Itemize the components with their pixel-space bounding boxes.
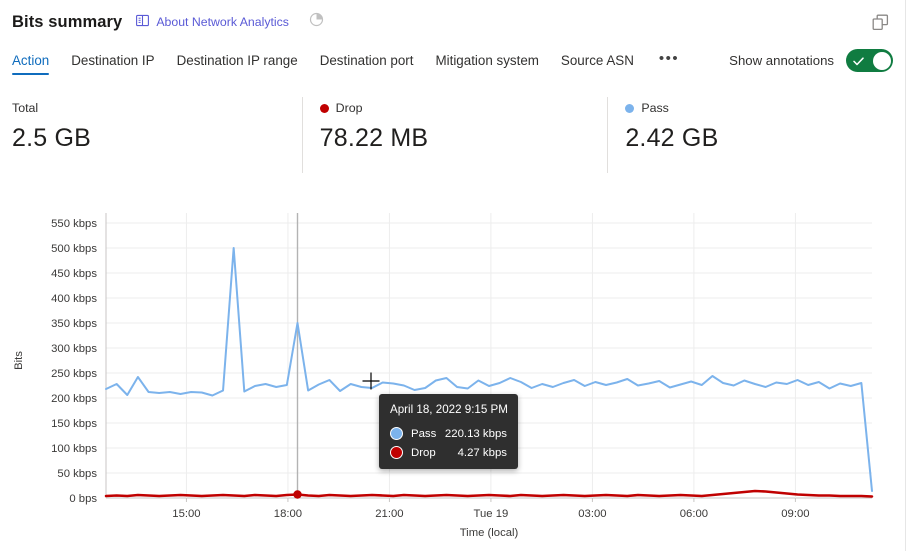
about-link-label: About Network Analytics — [156, 15, 289, 29]
stat-total-value: 2.5 GB — [12, 124, 92, 152]
tab-mitigation-system[interactable]: Mitigation system — [435, 53, 539, 68]
tab-overflow-button[interactable]: ••• — [658, 50, 680, 67]
book-icon — [136, 14, 150, 30]
tooltip-pass-value: 220.13 kbps — [444, 427, 507, 440]
stat-drop-head: Drop — [319, 97, 608, 119]
svg-text:Bits: Bits — [13, 351, 25, 370]
tooltip-pass-name: Pass — [411, 427, 437, 440]
stat-pass-label: Pass — [641, 101, 669, 115]
tooltip-drop-name: Drop — [411, 446, 436, 459]
svg-text:450 kbps: 450 kbps — [51, 268, 97, 280]
tab-destination-ip[interactable]: Destination IP — [71, 53, 155, 68]
svg-text:150 kbps: 150 kbps — [51, 418, 97, 430]
svg-text:15:00: 15:00 — [172, 508, 200, 520]
svg-text:550 kbps: 550 kbps — [51, 218, 97, 230]
chart-tooltip: April 18, 2022 9:15 PM Pass 220.13 kbps … — [379, 394, 518, 469]
svg-text:50 kbps: 50 kbps — [57, 468, 97, 480]
show-annotations-control: Show annotations — [729, 49, 893, 72]
tooltip-row-pass: Pass 220.13 kbps — [390, 427, 507, 440]
svg-text:09:00: 09:00 — [781, 508, 809, 520]
svg-text:250 kbps: 250 kbps — [51, 368, 97, 380]
check-icon — [853, 54, 864, 72]
pass-legend-dot — [625, 103, 635, 113]
tooltip-row-drop: Drop 4.27 kbps — [390, 446, 507, 459]
popout-window-button[interactable] — [869, 11, 891, 33]
pie-chart-icon[interactable] — [309, 12, 324, 32]
tab-destination-port[interactable]: Destination port — [319, 53, 414, 68]
panel-header: Bits summary About Network Analytics — [12, 12, 324, 32]
tab-destination-ip-range[interactable]: Destination IP range — [176, 53, 298, 68]
stat-drop-value: 78.22 MB — [319, 124, 429, 152]
stat-card-pass: Pass 2.42 GB — [607, 97, 905, 173]
stat-total-label: Total — [12, 101, 39, 115]
show-annotations-toggle[interactable] — [846, 49, 893, 72]
drop-legend-dot — [319, 103, 329, 113]
stat-card-drop: Drop 78.22 MB — [301, 97, 608, 173]
svg-text:06:00: 06:00 — [680, 508, 708, 520]
tab-source-asn[interactable]: Source ASN — [560, 53, 634, 68]
about-network-analytics-link[interactable]: About Network Analytics — [136, 14, 289, 30]
bits-time-series-chart[interactable]: 550 kbps 500 kbps 450 kbps 400 kbps 350 kbps… — [0, 196, 906, 551]
svg-text:Tue 19: Tue 19 — [474, 508, 509, 520]
stat-card-total: Total 2.5 GB — [0, 97, 302, 173]
tooltip-rows: Pass 220.13 kbps Drop 4.27 kbps — [390, 427, 507, 459]
stat-pass-value: 2.42 GB — [625, 124, 719, 152]
tooltip-drop-dot — [390, 446, 403, 459]
svg-text:350 kbps: 350 kbps — [51, 318, 97, 330]
page-title: Bits summary — [12, 12, 123, 31]
svg-text:200 kbps: 200 kbps — [51, 393, 97, 405]
svg-text:500 kbps: 500 kbps — [51, 243, 97, 255]
svg-text:Time (local): Time (local) — [460, 527, 519, 539]
chart-canvas[interactable]: 550 kbps 500 kbps 450 kbps 400 kbps 350 kbps… — [0, 196, 906, 551]
svg-text:0 bps: 0 bps — [69, 493, 97, 505]
tab-action[interactable]: Action — [12, 53, 60, 75]
show-annotations-label: Show annotations — [729, 53, 834, 68]
svg-text:18:00: 18:00 — [274, 508, 302, 520]
tooltip-drop-value: 4.27 kbps — [457, 446, 507, 459]
tab-list: Action Destination IP Destination IP ran… — [12, 50, 689, 75]
toggle-knob — [872, 51, 891, 70]
summary-stats: Total 2.5 GB Drop 78.22 MB Pass 2.42 GB — [0, 97, 905, 173]
svg-text:300 kbps: 300 kbps — [51, 343, 97, 355]
svg-text:400 kbps: 400 kbps — [51, 293, 97, 305]
tooltip-pass-dot — [390, 427, 403, 440]
stat-pass-head: Pass — [625, 97, 905, 119]
svg-text:03:00: 03:00 — [578, 508, 606, 520]
popout-window-icon — [872, 14, 888, 30]
tab-bar: Action Destination IP Destination IP ran… — [12, 49, 893, 75]
stat-total-head: Total — [12, 97, 302, 119]
stat-drop-label: Drop — [335, 101, 363, 115]
svg-text:100 kbps: 100 kbps — [51, 443, 97, 455]
tooltip-title: April 18, 2022 9:15 PM — [390, 403, 508, 416]
svg-text:21:00: 21:00 — [375, 508, 403, 520]
